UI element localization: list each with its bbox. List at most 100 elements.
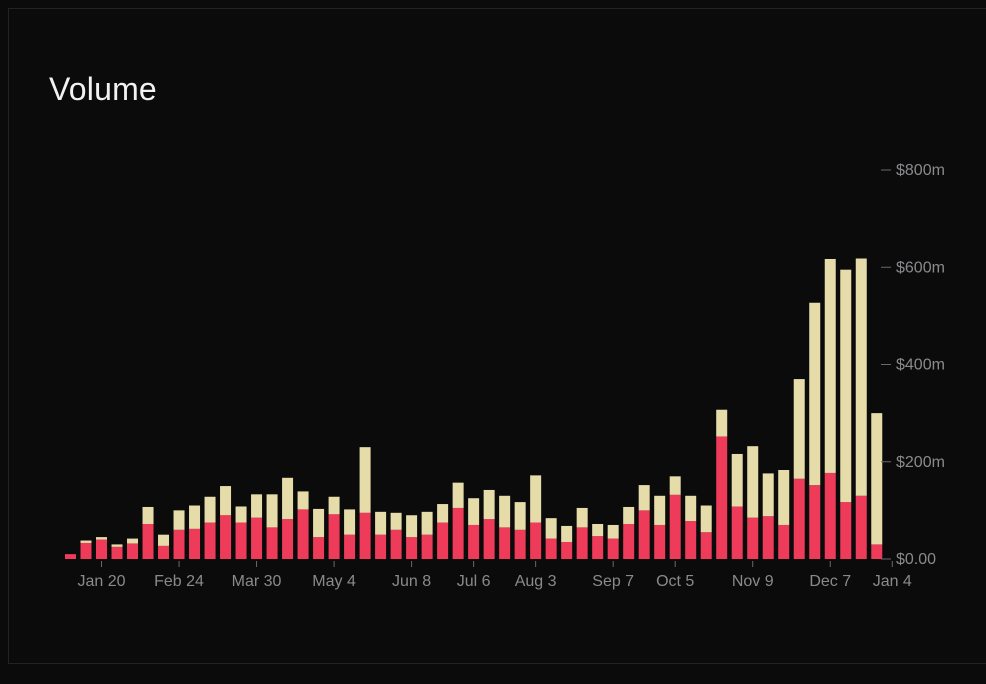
bar-primary: [437, 522, 449, 559]
bar-primary: [96, 539, 108, 559]
bar-secondary: [855, 258, 867, 496]
bar-secondary: [700, 505, 712, 533]
bar-primary: [716, 436, 728, 559]
bar-primary: [514, 529, 526, 559]
bar-primary: [375, 534, 387, 559]
bar-secondary: [251, 494, 263, 518]
bar-primary: [220, 515, 232, 559]
bar-secondary: [545, 518, 557, 539]
bar-secondary: [220, 486, 232, 516]
bar-secondary: [809, 302, 821, 486]
bar-secondary: [313, 508, 325, 538]
x-tick-label: Nov 9: [732, 573, 774, 590]
bar-primary: [251, 517, 263, 559]
y-tick-label: $400m: [896, 357, 945, 374]
bar-secondary: [282, 477, 294, 520]
x-tick-label: Mar 30: [232, 573, 282, 590]
bar-primary: [576, 527, 588, 559]
bar-secondary: [669, 476, 681, 495]
bar-secondary: [127, 538, 139, 544]
bar-secondary: [530, 475, 542, 523]
bar-secondary: [747, 446, 759, 518]
bar-secondary: [344, 509, 356, 535]
bar-primary: [111, 546, 123, 559]
bar-primary: [313, 537, 325, 559]
bar-secondary: [204, 496, 216, 523]
bar-primary: [406, 537, 418, 559]
bar-secondary: [390, 512, 402, 530]
y-tick-label: $600m: [896, 259, 945, 276]
bar-secondary: [406, 515, 418, 538]
bar-primary: [282, 519, 294, 559]
bar-secondary: [468, 498, 480, 525]
bar-primary: [669, 494, 681, 559]
y-tick-label: $800m: [896, 162, 945, 179]
x-tick-label: May 4: [312, 573, 356, 590]
y-tick-label: $200m: [896, 454, 945, 471]
bar-primary: [359, 512, 371, 559]
bar-secondary: [111, 544, 123, 547]
bar-primary: [499, 527, 511, 559]
bar-primary: [747, 517, 759, 559]
bar-primary: [297, 509, 309, 559]
bar-secondary: [266, 494, 278, 528]
bar-secondary: [793, 379, 805, 479]
bar-secondary: [731, 453, 743, 507]
bar-secondary: [871, 413, 883, 545]
bar-primary: [840, 502, 852, 559]
bar-secondary: [499, 495, 511, 528]
bar-primary: [390, 529, 402, 559]
bar-primary: [778, 524, 790, 559]
bar-secondary: [189, 505, 201, 529]
bar-secondary: [359, 447, 371, 513]
bar-secondary: [778, 470, 790, 525]
bar-primary: [700, 532, 712, 559]
bar-secondary: [762, 473, 774, 517]
bar-secondary: [840, 269, 852, 503]
bar-secondary: [437, 504, 449, 523]
bar-secondary: [80, 540, 92, 543]
bar-secondary: [483, 489, 495, 520]
chart-title: Volume: [49, 71, 157, 107]
bar-primary: [421, 534, 433, 559]
bar-primary: [871, 544, 883, 559]
bar-primary: [80, 542, 92, 559]
bar-secondary: [142, 506, 154, 524]
bar-secondary: [716, 409, 728, 437]
bar-primary: [204, 522, 216, 559]
bar-secondary: [375, 511, 387, 535]
bar-secondary: [514, 502, 526, 530]
bar-primary: [592, 536, 604, 559]
bar-primary: [654, 524, 666, 559]
bar-secondary: [421, 511, 433, 535]
bar-secondary: [96, 537, 108, 540]
x-tick-label: Jan 4: [873, 573, 912, 590]
volume-card: Volume: [8, 8, 986, 664]
bar-primary: [266, 527, 278, 559]
bar-primary: [328, 514, 340, 559]
bar-primary: [561, 541, 573, 559]
bar-primary: [158, 545, 170, 559]
y-axis: $0.00 $200m $400m $600m $800m: [881, 162, 945, 568]
x-tick-label: Aug 3: [515, 573, 557, 590]
bar-primary: [545, 538, 557, 559]
bar-primary: [530, 522, 542, 559]
x-tick-label: Dec 7: [809, 573, 851, 590]
bar-secondary: [607, 524, 619, 539]
bar-primary: [607, 538, 619, 559]
y-tick-label: $0.00: [896, 551, 936, 568]
bar-secondary: [158, 534, 170, 546]
bar-primary: [142, 523, 154, 559]
bar-secondary: [235, 506, 247, 523]
bar-primary: [344, 534, 356, 559]
bar-secondary: [685, 495, 697, 522]
bar-secondary: [824, 258, 836, 473]
bar-secondary: [592, 523, 604, 537]
bar-secondary: [576, 507, 588, 528]
bar-primary: [189, 528, 201, 559]
bar-primary: [623, 523, 635, 559]
bar-primary: [468, 524, 480, 559]
bar-primary: [793, 478, 805, 559]
bar-secondary: [297, 491, 309, 510]
